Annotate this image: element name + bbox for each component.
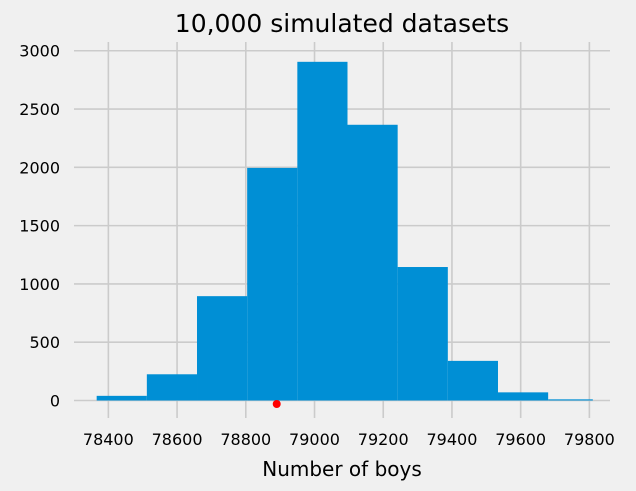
histogram-bar-3 xyxy=(247,167,298,401)
y-tick-label-6: 3000 xyxy=(19,42,60,61)
histogram-bar-5 xyxy=(347,124,398,401)
bars-layer xyxy=(96,61,593,401)
histogram-bar-7 xyxy=(447,360,498,401)
x-tick-label-0: 78400 xyxy=(83,430,134,449)
histogram-bar-9 xyxy=(548,399,593,401)
observed-value-marker xyxy=(272,400,281,409)
x-tick-label-6: 79600 xyxy=(495,430,546,449)
histogram-bar-6 xyxy=(397,267,448,401)
x-tick-label-5: 79400 xyxy=(426,430,477,449)
y-tick-label-2: 1000 xyxy=(19,275,60,294)
x-tick-label-4: 79200 xyxy=(358,430,409,449)
y-tick-label-4: 2000 xyxy=(19,158,60,177)
histogram-bar-4 xyxy=(297,61,348,401)
y-tick-label-5: 2500 xyxy=(19,100,60,119)
x-axis-label: Number of boys xyxy=(262,457,422,481)
x-tick-label-2: 78800 xyxy=(220,430,271,449)
y-tick-label-1: 500 xyxy=(29,333,60,352)
marker-layer xyxy=(272,400,281,409)
histogram-bar-1 xyxy=(146,374,198,401)
histogram-bar-8 xyxy=(497,392,549,401)
histogram-bar-0 xyxy=(96,395,147,401)
x-tick-label-1: 78600 xyxy=(152,430,203,449)
histogram-bar-2 xyxy=(197,296,248,401)
x-tick-label-7: 79800 xyxy=(564,430,615,449)
chart-title: 10,000 simulated datasets xyxy=(175,9,509,38)
ticks-layer: 78400 78600 78800 79000 79200 79400 79600 79800… xyxy=(19,42,615,449)
y-tick-label-3: 1500 xyxy=(19,217,60,236)
x-tick-label-3: 79000 xyxy=(289,430,340,449)
y-tick-label-0: 0 xyxy=(50,392,60,411)
